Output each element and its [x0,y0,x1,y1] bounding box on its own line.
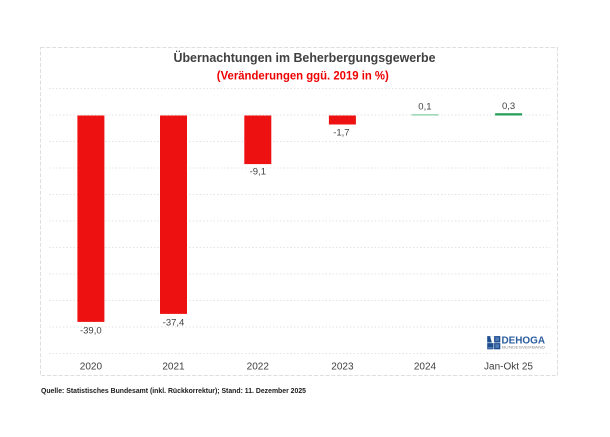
svg-text:2023: 2023 [331,362,354,373]
svg-text:BUNDESVERBAND: BUNDESVERBAND [502,345,546,349]
svg-text:0,1: 0,1 [418,101,431,112]
svg-text:2021: 2021 [162,362,185,373]
svg-text:Übernachtungen im Beherbergung: Übernachtungen im Beherbergungsgewerbe [174,50,436,65]
svg-text:-37,4: -37,4 [163,317,185,328]
svg-text:DEHOGA: DEHOGA [502,334,546,346]
svg-text:-9,1: -9,1 [250,166,266,177]
svg-text:-39,0: -39,0 [80,326,102,337]
svg-text:2020: 2020 [80,362,103,373]
svg-text:Jan-Okt 25: Jan-Okt 25 [484,362,533,373]
svg-text:2024: 2024 [414,362,437,373]
svg-text:Quelle: Statistisches Bundesam: Quelle: Statistisches Bundesamt (inkl. R… [41,386,306,395]
svg-text:2022: 2022 [247,362,270,373]
svg-text:(Veränderungen ggü. 2019 in %): (Veränderungen ggü. 2019 in %) [217,69,389,83]
svg-text:0,3: 0,3 [502,101,515,112]
svg-text:-1,7: -1,7 [333,128,349,139]
